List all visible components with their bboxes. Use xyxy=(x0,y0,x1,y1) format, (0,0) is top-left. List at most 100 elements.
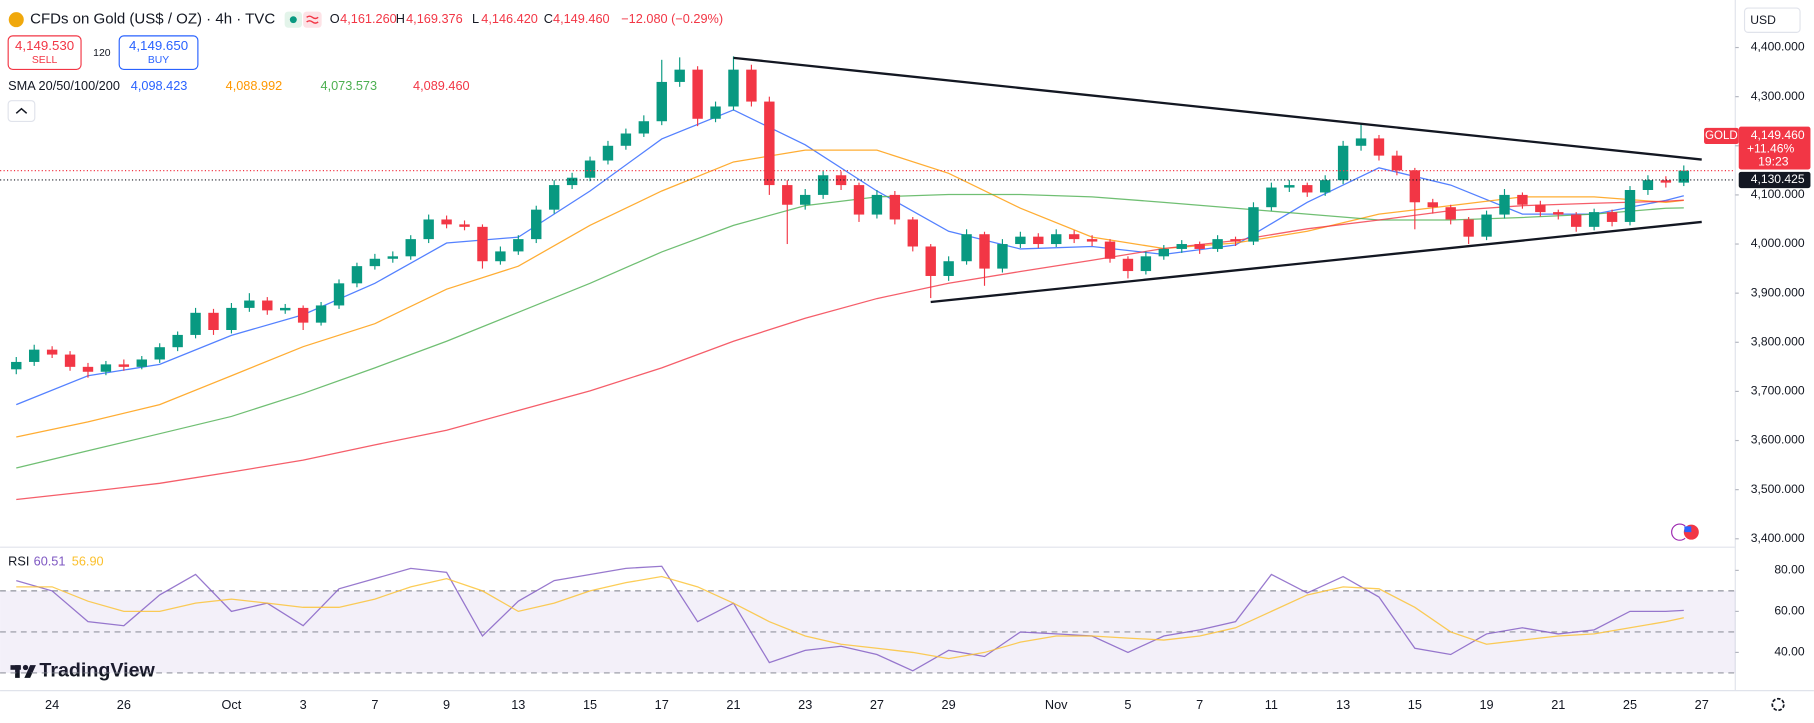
countdown: 19:23 xyxy=(1758,155,1789,169)
candle-body xyxy=(1517,194,1528,205)
x-tick-label: 15 xyxy=(583,697,597,712)
ohlc-label: H xyxy=(396,11,405,26)
candle-body xyxy=(1248,207,1259,242)
logo-mark xyxy=(15,665,20,678)
candle-body xyxy=(889,194,901,220)
buy-label[interactable]: BUY xyxy=(148,55,169,66)
candle-body xyxy=(584,160,596,178)
candle-body xyxy=(1337,145,1349,181)
y-tick-label: 3,500.000 xyxy=(1751,482,1805,496)
rsi-title: RSI xyxy=(8,554,29,569)
candle-body xyxy=(1606,212,1618,222)
ohlc-label: O xyxy=(330,11,340,26)
candle-body xyxy=(1302,185,1313,193)
buy-box[interactable] xyxy=(118,35,199,70)
ohlc-value: 4,149.460 xyxy=(553,11,610,26)
currency-button[interactable] xyxy=(1743,7,1801,33)
candle-body xyxy=(925,246,936,276)
candle-body xyxy=(477,226,488,262)
candle-body xyxy=(333,283,345,306)
candle-body xyxy=(1068,234,1080,240)
x-tick-label: 21 xyxy=(726,697,740,712)
settings-button[interactable] xyxy=(1771,697,1785,712)
candle-body xyxy=(907,219,918,247)
indicator-label: SMA 20/50/100/200 xyxy=(8,78,120,93)
last-price-label: 4,149.460 xyxy=(1751,128,1805,142)
logo: TradingView xyxy=(10,660,156,682)
x-tick-label: 7 xyxy=(371,697,378,712)
candle-body xyxy=(1642,180,1654,191)
candle-body xyxy=(244,300,255,308)
candle-body xyxy=(118,364,130,367)
candle-body xyxy=(1015,236,1026,245)
candle-body xyxy=(495,251,506,262)
candle-body xyxy=(1230,239,1241,242)
candle-body xyxy=(602,145,614,161)
candle-body xyxy=(746,69,757,102)
candle-body xyxy=(943,261,954,276)
candle-body xyxy=(961,234,972,262)
y-tick-label: 3,700.000 xyxy=(1751,384,1805,398)
candle-body xyxy=(1660,180,1672,183)
collapse-button[interactable] xyxy=(7,100,36,123)
candle-body xyxy=(1481,214,1492,237)
candle-body xyxy=(1409,170,1421,203)
legend-value: 4,073.573 xyxy=(321,78,378,93)
candle-body xyxy=(1535,204,1546,213)
symbol-tag: GOLD xyxy=(1705,130,1738,142)
x-tick-label: 25 xyxy=(1623,697,1637,712)
last-price-box xyxy=(1738,126,1811,170)
data-badge-icon xyxy=(306,15,319,24)
ohlc-label: L xyxy=(472,11,479,26)
ref-price-box xyxy=(1738,171,1811,189)
legend-value: 4,088.992 xyxy=(226,78,283,93)
candle-body xyxy=(136,359,147,367)
sell-box[interactable] xyxy=(7,35,82,70)
candle-body xyxy=(1212,239,1223,249)
legend-value: 4,089.460 xyxy=(413,78,470,93)
y-tick-label: 3,400.000 xyxy=(1751,531,1805,545)
data-badge xyxy=(303,11,322,28)
event-icon-flag xyxy=(1684,526,1692,533)
candle-body xyxy=(1051,234,1062,245)
x-tick-label: 11 xyxy=(1265,697,1278,712)
candle-body xyxy=(297,307,309,323)
spread: 120 xyxy=(93,48,111,59)
sell-label[interactable]: SELL xyxy=(32,55,58,66)
x-tick-label: Oct xyxy=(222,697,242,712)
candle-body xyxy=(208,312,219,331)
x-tick-label: 17 xyxy=(655,697,669,712)
x-tick-label: 21 xyxy=(1551,697,1565,712)
candle-body xyxy=(262,300,273,311)
candle-body xyxy=(853,185,865,215)
sell-button[interactable]: 4,149.530 SELL xyxy=(7,35,82,70)
candle-body xyxy=(710,106,721,119)
collapse-icon[interactable] xyxy=(15,107,28,114)
x-tick-label: Nov xyxy=(1045,697,1068,712)
ohlc-value: 4,161.260 xyxy=(340,11,397,26)
y-tick-label: 3,900.000 xyxy=(1751,285,1805,299)
y-tick-label: 3,800.000 xyxy=(1751,334,1805,348)
rsi-line xyxy=(16,575,1684,660)
y-tick-label: 4,100.000 xyxy=(1751,187,1805,201)
candle-body xyxy=(979,234,990,269)
logo-text: TradingView xyxy=(39,660,155,682)
y-tick-label: 4,000.000 xyxy=(1751,236,1805,250)
x-tick-label: 27 xyxy=(870,697,884,712)
currency-label[interactable]: USD xyxy=(1750,13,1776,27)
logo-mark xyxy=(24,665,36,678)
candle-body xyxy=(423,219,434,240)
trendline xyxy=(930,220,1702,304)
candle-body xyxy=(100,364,112,372)
buy-button[interactable]: 4,149.650 BUY xyxy=(118,35,199,70)
candle-body xyxy=(1158,248,1170,257)
candle-body xyxy=(513,239,524,252)
candle-body xyxy=(315,305,327,323)
candle-body xyxy=(799,194,811,205)
x-tick-label: 13 xyxy=(1336,697,1350,712)
buy-price[interactable]: 4,149.650 xyxy=(129,38,188,53)
ohlc-value: 4,169.376 xyxy=(406,11,463,26)
sell-price[interactable]: 4,149.530 xyxy=(15,38,74,53)
